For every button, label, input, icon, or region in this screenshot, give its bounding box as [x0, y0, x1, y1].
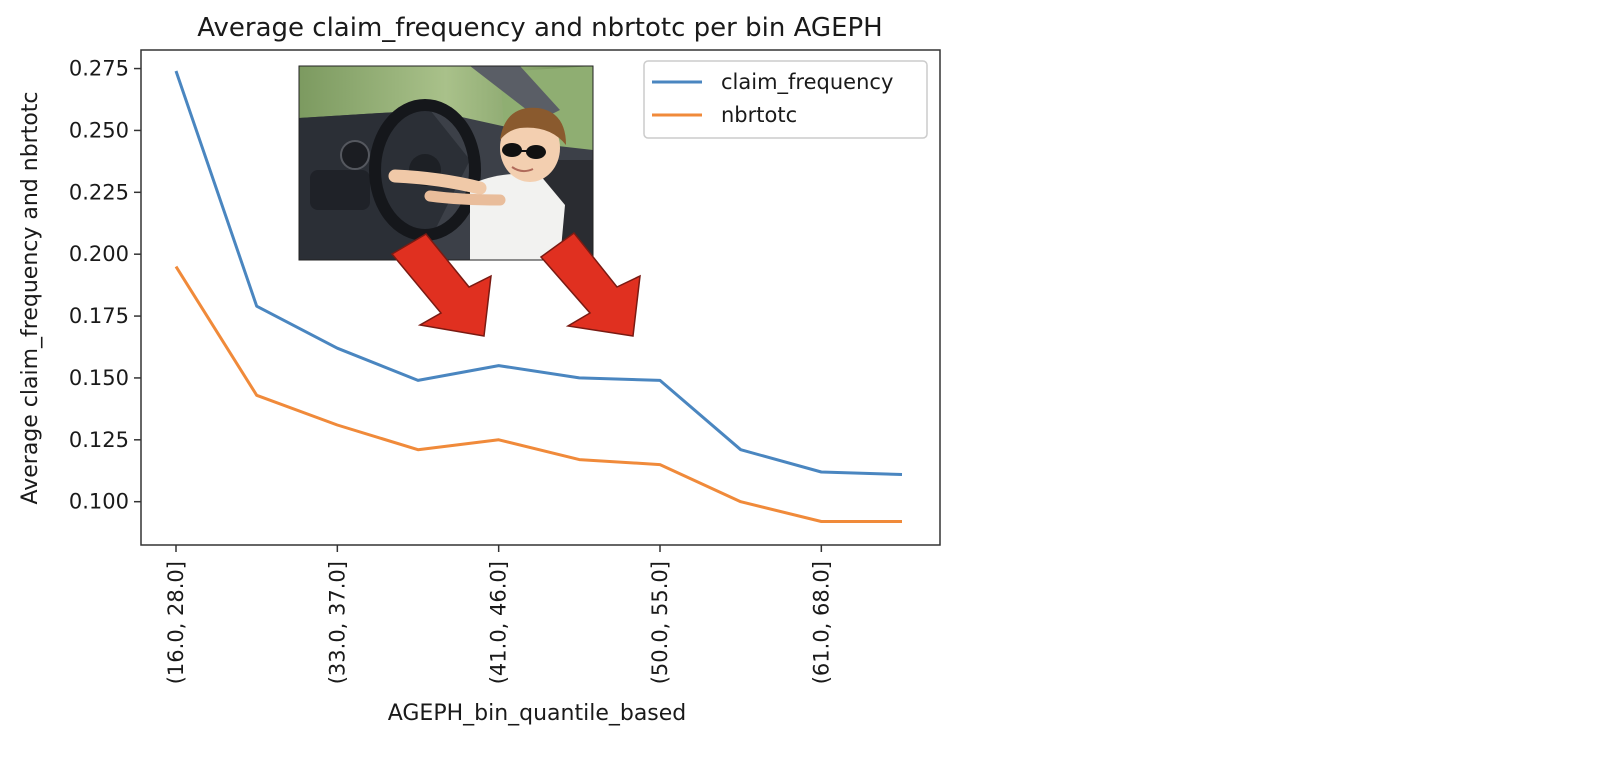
red-arrows [390, 231, 641, 337]
series-lines [174, 70, 903, 523]
red-arrow-left-icon [390, 233, 492, 337]
y-tick-label: 0.125 [69, 428, 129, 452]
series-line-nbrtotc [174, 265, 902, 523]
legend-label-claim-frequency: claim_frequency [721, 70, 893, 95]
y-tick-label: 0.175 [69, 304, 129, 328]
x-tick-label: (41.0, 46.0] [487, 561, 511, 684]
x-tick-label: (16.0, 28.0] [164, 561, 188, 684]
y-tick-label: 0.250 [69, 118, 129, 142]
legend-label-nbrtotc: nbrtotc [721, 103, 797, 127]
legend: claim_frequency nbrtotc [643, 60, 928, 139]
red-arrow-right-icon [539, 231, 641, 337]
x-tick-label: (61.0, 68.0] [809, 561, 833, 684]
x-tick-label: (33.0, 37.0] [325, 561, 349, 684]
y-tick-label: 0.150 [69, 366, 129, 390]
y-tick-label: 0.275 [69, 57, 129, 81]
x-tick-label: (50.0, 55.0] [648, 561, 672, 684]
series-line-claim-frequency [174, 70, 903, 476]
child-driving-car-photo [298, 65, 594, 261]
chart-title: Average claim_frequency and nbrtotc per … [197, 13, 882, 43]
x-axis-title: AGEPH_bin_quantile_based [388, 701, 687, 726]
y-tick-label: 0.200 [69, 242, 129, 266]
y-axis-title: Average claim_frequency and nbrtotc [18, 91, 43, 504]
legend-box [643, 60, 928, 139]
y-axis: 0.100 0.125 0.150 0.175 0.200 0.225 0.250 0.275 [69, 57, 141, 514]
y-tick-label: 0.100 [69, 490, 129, 514]
x-axis: (16.0, 28.0] (33.0, 37.0] (41.0, 46.0] (50.… [164, 545, 833, 684]
y-tick-label: 0.225 [69, 180, 129, 204]
